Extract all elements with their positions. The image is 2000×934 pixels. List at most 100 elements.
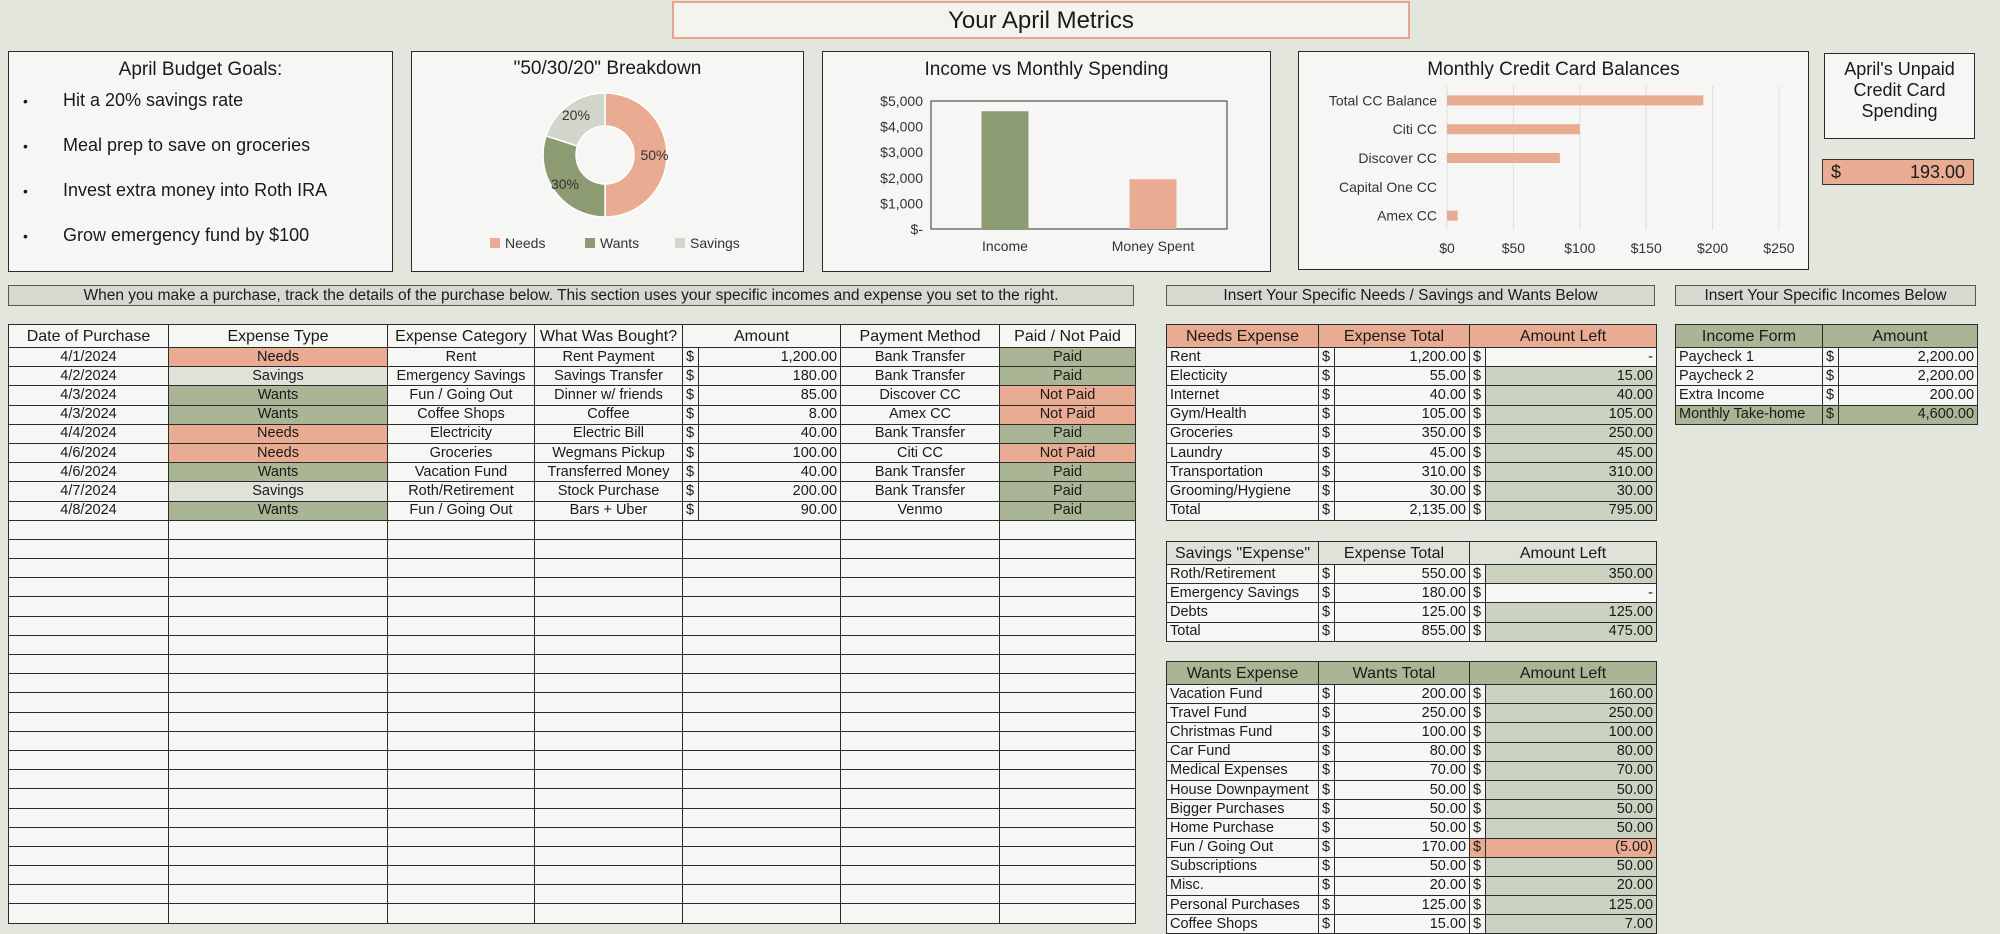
empty-cell[interactable] bbox=[681, 826, 842, 847]
budget-total-cell[interactable]: 1,200.00 bbox=[1334, 346, 1470, 368]
budget-name-cell[interactable]: Groceries bbox=[1166, 423, 1319, 444]
amount-left-cell[interactable]: 350.00 bbox=[1485, 563, 1657, 585]
empty-cell[interactable] bbox=[387, 692, 535, 713]
empty-cell[interactable] bbox=[681, 653, 842, 675]
empty-cell[interactable] bbox=[681, 730, 842, 751]
empty-cell[interactable] bbox=[387, 769, 535, 790]
expense-category-cell[interactable]: Groceries bbox=[387, 442, 535, 464]
empty-cell[interactable] bbox=[387, 884, 535, 905]
empty-cell[interactable] bbox=[999, 596, 1137, 617]
budget-name-cell[interactable]: Vacation Fund bbox=[1166, 683, 1319, 705]
empty-cell[interactable] bbox=[8, 653, 169, 675]
payment-method-cell[interactable]: Bank Transfer bbox=[840, 481, 1001, 502]
budget-name-cell[interactable]: Electicity bbox=[1166, 366, 1319, 387]
payment-method-cell[interactable]: Bank Transfer bbox=[840, 462, 1001, 483]
empty-cell[interactable] bbox=[999, 865, 1137, 886]
empty-cell[interactable] bbox=[8, 634, 169, 656]
purchase-date-cell[interactable]: 4/8/2024 bbox=[8, 500, 169, 521]
breakdown-chart-card[interactable]: "50/30/20" Breakdown 50% 30% 20% Needs Wants… bbox=[411, 51, 804, 272]
empty-cell[interactable] bbox=[999, 884, 1137, 905]
expense-category-cell[interactable]: Rent bbox=[387, 346, 535, 368]
amount-left-cell[interactable]: 160.00 bbox=[1485, 683, 1658, 705]
budget-name-cell[interactable]: Internet bbox=[1166, 385, 1319, 406]
empty-cell[interactable] bbox=[681, 577, 842, 598]
col-header[interactable]: Savings "Expense" bbox=[1166, 541, 1319, 565]
empty-cell[interactable] bbox=[387, 730, 535, 751]
empty-cell[interactable] bbox=[168, 673, 388, 694]
item-bought-cell[interactable]: Savings Transfer bbox=[534, 366, 683, 387]
amount-cell[interactable]: 200.00 bbox=[697, 481, 842, 502]
budget-name-cell[interactable]: Travel Fund bbox=[1166, 703, 1319, 724]
budget-total-cell[interactable]: 550.00 bbox=[1334, 563, 1470, 585]
empty-cell[interactable] bbox=[840, 807, 1001, 828]
budget-name-cell[interactable]: House Downpayment bbox=[1166, 779, 1319, 801]
payment-method-cell[interactable]: Amex CC bbox=[840, 404, 1001, 425]
empty-cell[interactable] bbox=[840, 749, 1001, 771]
empty-cell[interactable] bbox=[168, 845, 388, 867]
empty-cell[interactable] bbox=[534, 903, 683, 924]
item-bought-cell[interactable]: Transferred Money bbox=[534, 462, 683, 483]
empty-cell[interactable] bbox=[8, 730, 169, 751]
empty-cell[interactable] bbox=[8, 673, 169, 694]
budget-name-cell[interactable]: Christmas Fund bbox=[1166, 722, 1319, 743]
empty-cell[interactable] bbox=[387, 807, 535, 828]
empty-cell[interactable] bbox=[534, 538, 683, 560]
empty-cell[interactable] bbox=[387, 577, 535, 598]
empty-cell[interactable] bbox=[681, 769, 842, 790]
budget-total-cell[interactable]: 50.00 bbox=[1333, 818, 1471, 839]
budget-total-cell[interactable]: 30.00 bbox=[1334, 481, 1470, 502]
budget-name-cell[interactable]: Emergency Savings bbox=[1166, 583, 1319, 604]
amount-left-cell[interactable]: 795.00 bbox=[1485, 500, 1657, 521]
empty-cell[interactable] bbox=[840, 577, 1001, 598]
income-amount-cell[interactable]: 2,200.00 bbox=[1837, 346, 1979, 368]
budget-name-cell[interactable]: Laundry bbox=[1166, 442, 1319, 464]
empty-cell[interactable] bbox=[8, 749, 169, 771]
amount-left-cell[interactable]: 250.00 bbox=[1485, 423, 1657, 444]
payment-method-cell[interactable]: Citi CC bbox=[840, 442, 1001, 464]
amount-left-cell[interactable]: 125.00 bbox=[1485, 602, 1657, 623]
purchase-date-cell[interactable]: 4/2/2024 bbox=[8, 366, 169, 387]
expense-category-cell[interactable]: Fun / Going Out bbox=[387, 500, 535, 521]
paid-status-cell[interactable]: Paid bbox=[999, 462, 1137, 483]
col-header[interactable]: Amount Left bbox=[1469, 661, 1658, 685]
expense-type-cell[interactable]: Needs bbox=[168, 346, 388, 368]
amount-left-cell[interactable]: - bbox=[1485, 346, 1657, 368]
empty-cell[interactable] bbox=[840, 692, 1001, 713]
empty-cell[interactable] bbox=[840, 788, 1001, 809]
budget-total-cell[interactable]: 125.00 bbox=[1333, 895, 1471, 916]
empty-cell[interactable] bbox=[999, 615, 1137, 636]
empty-cell[interactable] bbox=[168, 730, 388, 751]
empty-cell[interactable] bbox=[534, 615, 683, 636]
budget-total-cell[interactable]: 50.00 bbox=[1333, 856, 1471, 877]
empty-cell[interactable] bbox=[534, 711, 683, 732]
amount-left-cell[interactable]: 310.00 bbox=[1485, 462, 1657, 483]
empty-cell[interactable] bbox=[681, 519, 842, 540]
empty-cell[interactable] bbox=[534, 692, 683, 713]
amount-left-cell[interactable]: - bbox=[1485, 583, 1657, 604]
empty-cell[interactable] bbox=[387, 519, 535, 540]
budget-total-cell[interactable]: 105.00 bbox=[1334, 404, 1470, 425]
budget-name-cell[interactable]: Roth/Retirement bbox=[1166, 563, 1319, 585]
empty-cell[interactable] bbox=[681, 903, 842, 924]
empty-cell[interactable] bbox=[840, 903, 1001, 924]
empty-cell[interactable] bbox=[840, 519, 1001, 540]
empty-cell[interactable] bbox=[840, 845, 1001, 867]
empty-cell[interactable] bbox=[387, 903, 535, 924]
payment-method-cell[interactable]: Discover CC bbox=[840, 385, 1001, 406]
empty-cell[interactable] bbox=[840, 558, 1001, 579]
col-header[interactable]: Amount Left bbox=[1469, 324, 1657, 348]
empty-cell[interactable] bbox=[681, 788, 842, 809]
empty-cell[interactable] bbox=[387, 749, 535, 771]
purchase-date-cell[interactable]: 4/7/2024 bbox=[8, 481, 169, 502]
empty-cell[interactable] bbox=[168, 711, 388, 732]
amount-cell[interactable]: 40.00 bbox=[697, 423, 842, 444]
empty-cell[interactable] bbox=[8, 519, 169, 540]
expense-type-cell[interactable]: Needs bbox=[168, 442, 388, 464]
budget-total-cell[interactable]: 2,135.00 bbox=[1334, 500, 1470, 521]
budget-name-cell[interactable]: Debts bbox=[1166, 602, 1319, 623]
budget-total-cell[interactable]: 310.00 bbox=[1334, 462, 1470, 483]
paid-status-cell[interactable]: Paid bbox=[999, 481, 1137, 502]
expense-category-cell[interactable]: Electricity bbox=[387, 423, 535, 444]
empty-cell[interactable] bbox=[387, 673, 535, 694]
empty-cell[interactable] bbox=[681, 538, 842, 560]
